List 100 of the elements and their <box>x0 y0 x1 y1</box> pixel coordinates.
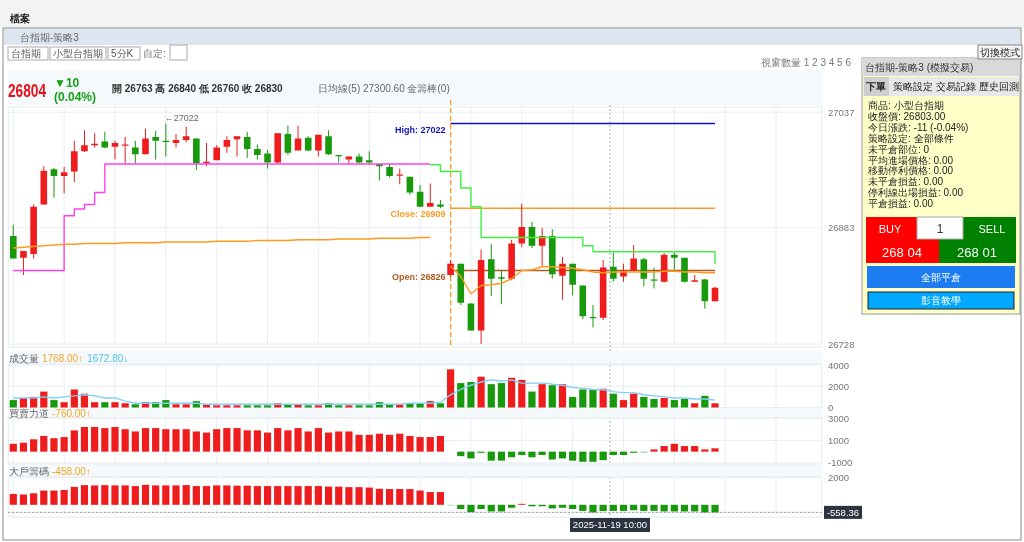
candlestick <box>264 149 271 169</box>
text: 移動停利價格: 0.00 <box>868 165 954 177</box>
bar <box>284 486 292 505</box>
bar <box>691 403 699 408</box>
bar <box>314 428 322 452</box>
bar <box>263 432 272 452</box>
bar <box>447 369 455 408</box>
y-tick-label: 1000 <box>828 434 850 446</box>
bar <box>477 376 485 408</box>
bar <box>406 489 414 505</box>
candlestick <box>81 129 88 153</box>
y-tick-label: 26728 <box>828 338 855 350</box>
bar <box>335 486 343 505</box>
bar <box>213 405 221 408</box>
candlestick <box>518 203 526 248</box>
text: 策略設定: 全部條件 <box>868 132 954 144</box>
bar <box>538 384 546 408</box>
bar <box>80 485 89 505</box>
candlestick <box>152 130 159 160</box>
bar <box>50 490 58 505</box>
bar <box>569 396 577 408</box>
bar <box>711 504 719 513</box>
bar <box>172 429 180 452</box>
bar <box>426 492 434 505</box>
text: 1768.00↑ <box>42 352 84 364</box>
candlestick <box>498 269 505 305</box>
bar <box>406 435 414 452</box>
bar <box>40 435 48 452</box>
bar <box>172 485 180 505</box>
bar <box>426 437 434 452</box>
bar <box>60 402 68 408</box>
bar <box>508 377 516 408</box>
bar <box>680 446 689 452</box>
bar <box>548 451 556 460</box>
bar <box>141 484 150 505</box>
text: 全部平倉 <box>921 272 961 283</box>
y-tick-label: -1000 <box>828 457 853 469</box>
chart-title: 買賣力道 <box>9 408 49 419</box>
bar <box>619 504 628 511</box>
text: 策略設定 <box>893 81 933 92</box>
bar <box>497 383 506 408</box>
bar <box>284 430 292 452</box>
bar <box>385 434 394 452</box>
bar <box>579 451 587 462</box>
bar <box>202 486 211 505</box>
bar <box>385 489 394 505</box>
bar <box>70 389 78 408</box>
bar <box>609 393 617 408</box>
bar <box>599 451 607 461</box>
bar <box>416 437 424 452</box>
bar <box>528 451 536 458</box>
bar <box>324 486 333 505</box>
bar <box>640 396 648 408</box>
bar <box>121 429 129 452</box>
chart-title: 成交量 <box>9 352 39 364</box>
bar <box>457 383 465 408</box>
candlestick <box>9 224 17 259</box>
bar <box>396 433 404 452</box>
bar <box>131 404 139 408</box>
candlestick <box>60 166 68 194</box>
text: 視窗數量 1 2 3 4 5 6 <box>760 57 852 68</box>
bar <box>101 428 109 452</box>
text: 1672.80↓ <box>87 352 129 364</box>
text: 交易記錄 <box>936 81 976 92</box>
bar <box>528 391 536 408</box>
y-tick-label: 26883 <box>828 222 855 234</box>
text: 未平倉部位: 0 <box>868 143 930 155</box>
bar <box>253 405 261 408</box>
candlestick <box>20 250 27 276</box>
candlestick <box>487 243 495 297</box>
bar <box>233 485 241 505</box>
bar <box>121 485 129 505</box>
bar <box>192 431 200 452</box>
bar <box>50 400 58 408</box>
text: 下單 <box>865 81 886 92</box>
candlestick <box>223 135 231 154</box>
bar <box>630 504 638 511</box>
bar <box>192 486 200 505</box>
bar <box>569 504 577 509</box>
text: -458.00↑ <box>52 466 91 477</box>
bar <box>558 384 567 408</box>
bar <box>304 486 312 505</box>
bar <box>436 435 445 452</box>
bar <box>50 438 58 452</box>
bar <box>9 443 17 452</box>
bar <box>141 428 150 452</box>
bar <box>223 405 231 408</box>
candlestick <box>284 125 292 156</box>
text: 歷史回測 <box>979 81 1019 92</box>
bar <box>650 399 658 408</box>
chart-title: 台指期-策略3 <box>20 32 80 43</box>
bar <box>91 402 99 408</box>
bar <box>355 434 363 452</box>
y-tick-label: 0 <box>828 402 834 413</box>
bar <box>294 486 302 505</box>
bar <box>253 430 261 452</box>
bar <box>70 486 78 505</box>
bar <box>263 405 272 408</box>
candlestick <box>71 140 78 183</box>
y-tick-label: -558.36 <box>826 506 860 518</box>
